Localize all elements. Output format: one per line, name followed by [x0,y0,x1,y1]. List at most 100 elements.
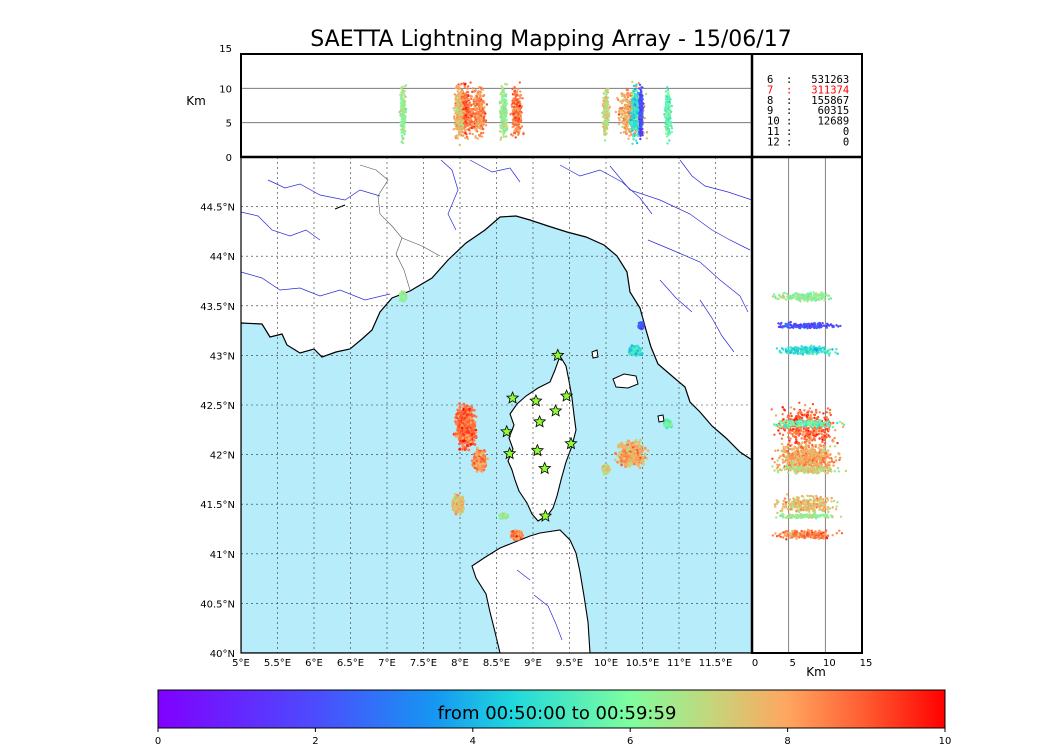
vhf-source [633,349,636,353]
vhf-source-top [626,103,629,106]
vhf-source-top [473,114,476,117]
vhf-source [640,324,644,328]
vhf-source [454,507,458,510]
vhf-source-top [628,101,631,105]
vhf-source-top [472,90,476,93]
vhf-source-top [617,117,620,120]
vhf-source-top [459,83,462,87]
vhf-source-top [620,107,624,110]
lightning-cells [398,290,673,541]
vhf-source-top [466,137,469,141]
vhf-source [628,464,631,468]
vhf-source [401,297,405,301]
lon-tick-label: 7°E [378,658,396,669]
vhf-source [627,455,630,458]
vhf-source-top [618,107,621,111]
vhf-source [471,419,474,423]
vhf-source [457,502,460,506]
vhf-source-top [476,114,479,118]
vhf-source [469,411,472,415]
vhf-source-top [622,99,625,103]
vhf-source [472,456,476,460]
lon-tick-label: 9°E [524,658,542,669]
vhf-source [459,414,463,417]
vhf-source-top [455,104,458,107]
lon-tick-label: 8°E [451,658,469,669]
vhf-source-top [460,95,463,99]
vhf-source [638,458,641,462]
vhf-source-top [465,114,468,117]
vhf-source [474,430,478,434]
vhf-source [622,453,626,457]
vhf-source [454,495,457,499]
vhf-source-top [472,102,475,106]
station-star-icon [532,414,547,428]
vhf-source-top [464,120,467,123]
vhf-source-top [621,120,624,123]
vhf-source [464,419,467,423]
giglio-island [657,414,665,423]
vhf-source-top [466,87,469,90]
vhf-source-top [623,130,626,134]
vhf-source [636,451,640,455]
vhf-source-top [455,94,459,98]
vhf-source [633,441,636,444]
vhf-source [637,441,641,444]
vhf-source-top [457,131,461,134]
vhf-source-top [456,90,459,93]
vhf-source [486,457,489,461]
vhf-source-top [483,115,486,119]
vhf-source-top [625,128,628,131]
vhf-source-top [476,92,479,96]
vhf-source [638,444,642,448]
vhf-source-top [621,112,624,115]
vhf-source-top [625,100,629,103]
vhf-source-top [468,112,472,115]
vhf-source [473,443,477,446]
station-star-icon [564,436,578,450]
vhf-source-top [482,100,485,104]
vhf-source [458,405,462,409]
vhf-source-top [625,126,628,129]
vhf-source [456,412,460,415]
vhf-source-top [469,81,472,84]
vhf-source [632,347,636,351]
vhf-source-top [457,111,460,114]
vhf-source-top [477,133,481,137]
vhf-source-top [480,135,484,138]
station-star-icon [502,446,517,460]
vhf-source-top [458,113,461,116]
vhf-source-top [480,98,483,101]
vhf-source-top [470,115,474,118]
vhf-source [645,457,649,460]
vhf-source-top [623,94,626,97]
vhf-source-top [628,130,631,133]
vhf-source [468,405,472,408]
vhf-source-top [470,126,473,130]
vhf-source [519,532,522,536]
vhf-source-top [626,88,630,92]
vhf-source-top [484,112,487,115]
vhf-source-top [464,101,468,104]
vhf-source-top [622,122,625,125]
vhf-source [630,458,633,462]
station-star-icon [538,461,552,475]
vhf-source [469,442,473,446]
vhf-source-top [627,127,631,131]
vhf-source-top [623,105,626,109]
lon-tick-label: 11.5°E [699,658,733,669]
vhf-source-top [469,97,473,101]
vhf-source-top [476,111,479,114]
vhf-source [461,436,465,440]
vhf-source-top [519,117,523,120]
vhf-source-top [479,107,483,110]
vhf-source [634,352,638,356]
vhf-source [639,353,642,356]
vhf-source-top [457,104,460,107]
vhf-source-top [625,117,629,120]
vhf-source [458,505,462,509]
vhf-source [459,439,463,443]
lakes [334,204,346,210]
vhf-source [629,461,633,464]
vhf-source-top [463,95,466,99]
